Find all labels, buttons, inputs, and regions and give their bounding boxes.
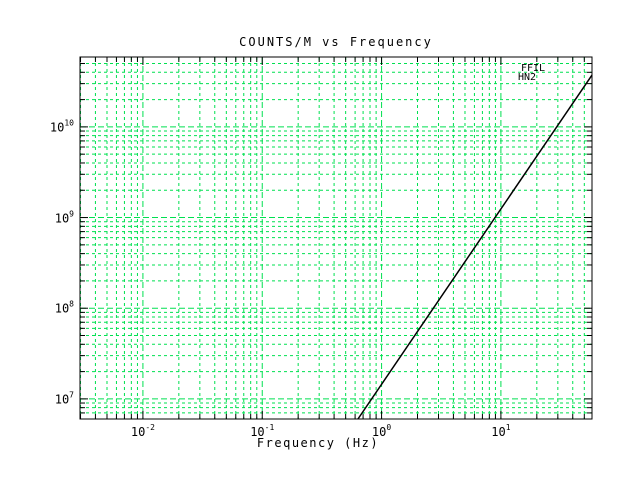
y-tick-label: 109: [54, 209, 74, 226]
x-axis-label: Frequency (Hz): [256, 436, 380, 450]
y-tick-label: 107: [54, 390, 74, 407]
x-tick-label: 10-2: [130, 423, 155, 439]
legend-entry-channel: HN2: [518, 72, 537, 83]
y-tick-label: 108: [54, 299, 74, 316]
x-tick-label: 10-1: [250, 423, 275, 439]
y-tick-label: 1010: [49, 118, 74, 135]
plot-border: [79, 56, 593, 420]
x-tick-label: 100: [371, 423, 392, 439]
x-tick-label: 101: [491, 423, 511, 439]
legend-entry-station: FFIL: [521, 63, 546, 74]
series-legend: FFIL HN2: [518, 63, 546, 83]
series-line: [357, 74, 593, 420]
chart-title: COUNTS/M vs Frequency: [239, 35, 433, 49]
